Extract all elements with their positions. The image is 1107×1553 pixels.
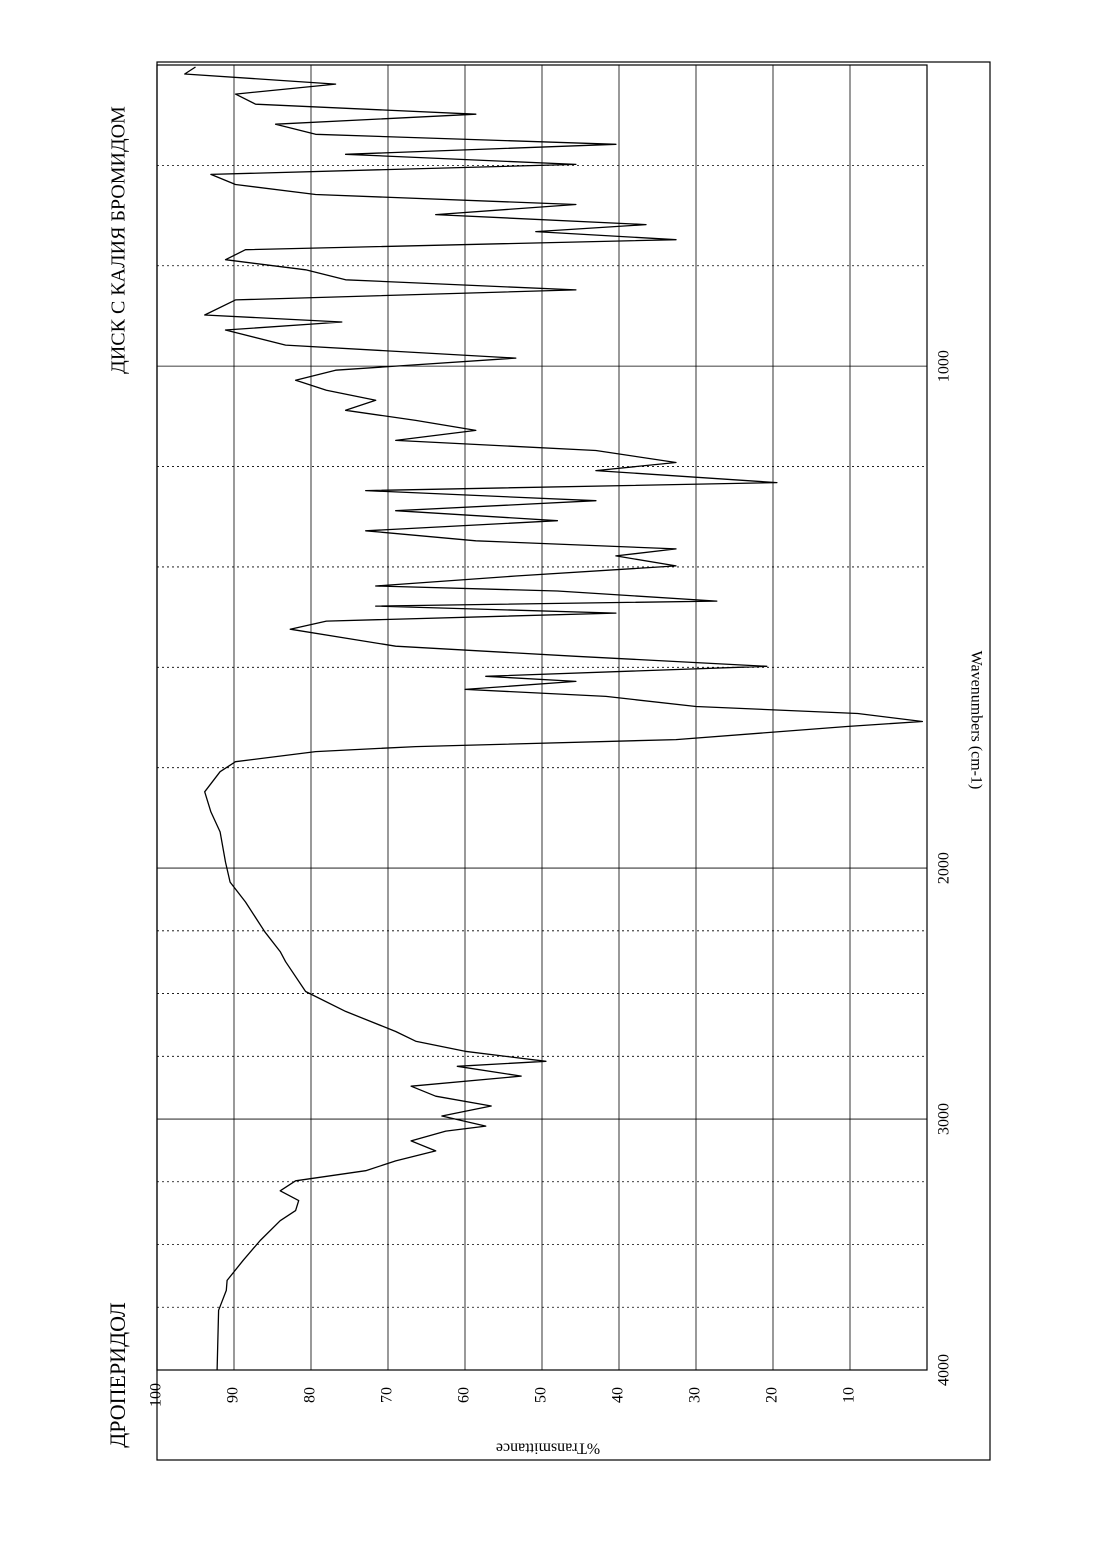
y-tick-label: 20 [764, 1387, 781, 1403]
chart-subtitle: ДИСК С КАЛИЯ БРОМИДОМ [108, 106, 130, 374]
y-axis-label: %Transmittance [496, 1439, 600, 1456]
frame [156, 61, 991, 1461]
y-tick-label: 50 [533, 1387, 550, 1403]
y-tick-label: 80 [302, 1387, 319, 1403]
y-tick-label: 90 [225, 1387, 242, 1403]
chart-title: ДРОПЕРИДОЛ [105, 1302, 130, 1448]
y-tick-label: 70 [379, 1387, 396, 1403]
y-tick-label: 40 [610, 1387, 627, 1403]
x-tick-label: 3000 [936, 1103, 953, 1135]
x-tick-label: 2000 [936, 852, 953, 884]
y-tick-label: 100 [148, 1383, 165, 1407]
y-tick-label: 60 [456, 1387, 473, 1403]
spectrum-line [184, 66, 924, 1371]
x-axis-label: Wavenumbers (cm-1) [967, 651, 984, 790]
x-tick-label: 4000 [936, 1354, 953, 1386]
y-tick-label: 10 [841, 1387, 858, 1403]
y-tick-label: 30 [687, 1387, 704, 1403]
x-tick-label: 1000 [936, 350, 953, 382]
